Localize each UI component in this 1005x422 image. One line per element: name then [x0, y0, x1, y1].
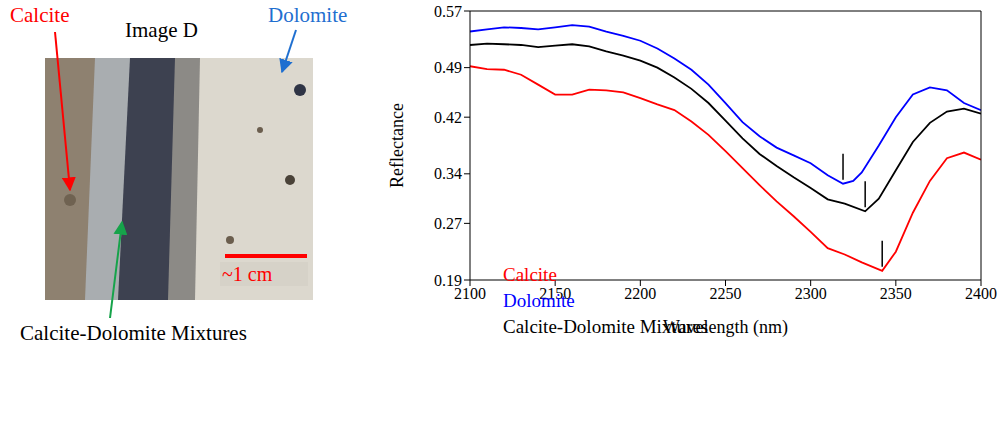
- svg-text:Image D: Image D: [125, 18, 198, 42]
- svg-text:2350: 2350: [880, 285, 912, 302]
- svg-text:0.49: 0.49: [434, 59, 462, 76]
- svg-text:Calcite: Calcite: [10, 3, 69, 27]
- svg-text:Reflectance: Reflectance: [387, 103, 407, 188]
- svg-text:0.57: 0.57: [434, 3, 462, 20]
- svg-text:Wavelength (nm): Wavelength (nm): [663, 317, 788, 338]
- svg-text:~1 cm: ~1 cm: [222, 263, 273, 285]
- svg-text:0.42: 0.42: [434, 109, 462, 126]
- svg-text:Calcite-Dolomite Mixtures: Calcite-Dolomite Mixtures: [20, 321, 247, 345]
- svg-text:2150: 2150: [539, 285, 571, 302]
- svg-text:2200: 2200: [624, 285, 656, 302]
- svg-text:2250: 2250: [710, 285, 742, 302]
- svg-text:0.27: 0.27: [434, 215, 462, 232]
- svg-text:2400: 2400: [965, 285, 997, 302]
- svg-text:0.19: 0.19: [434, 272, 462, 289]
- svg-text:Dolomite: Dolomite: [268, 3, 347, 27]
- svg-text:0.34: 0.34: [434, 165, 462, 182]
- svg-text:2300: 2300: [795, 285, 827, 302]
